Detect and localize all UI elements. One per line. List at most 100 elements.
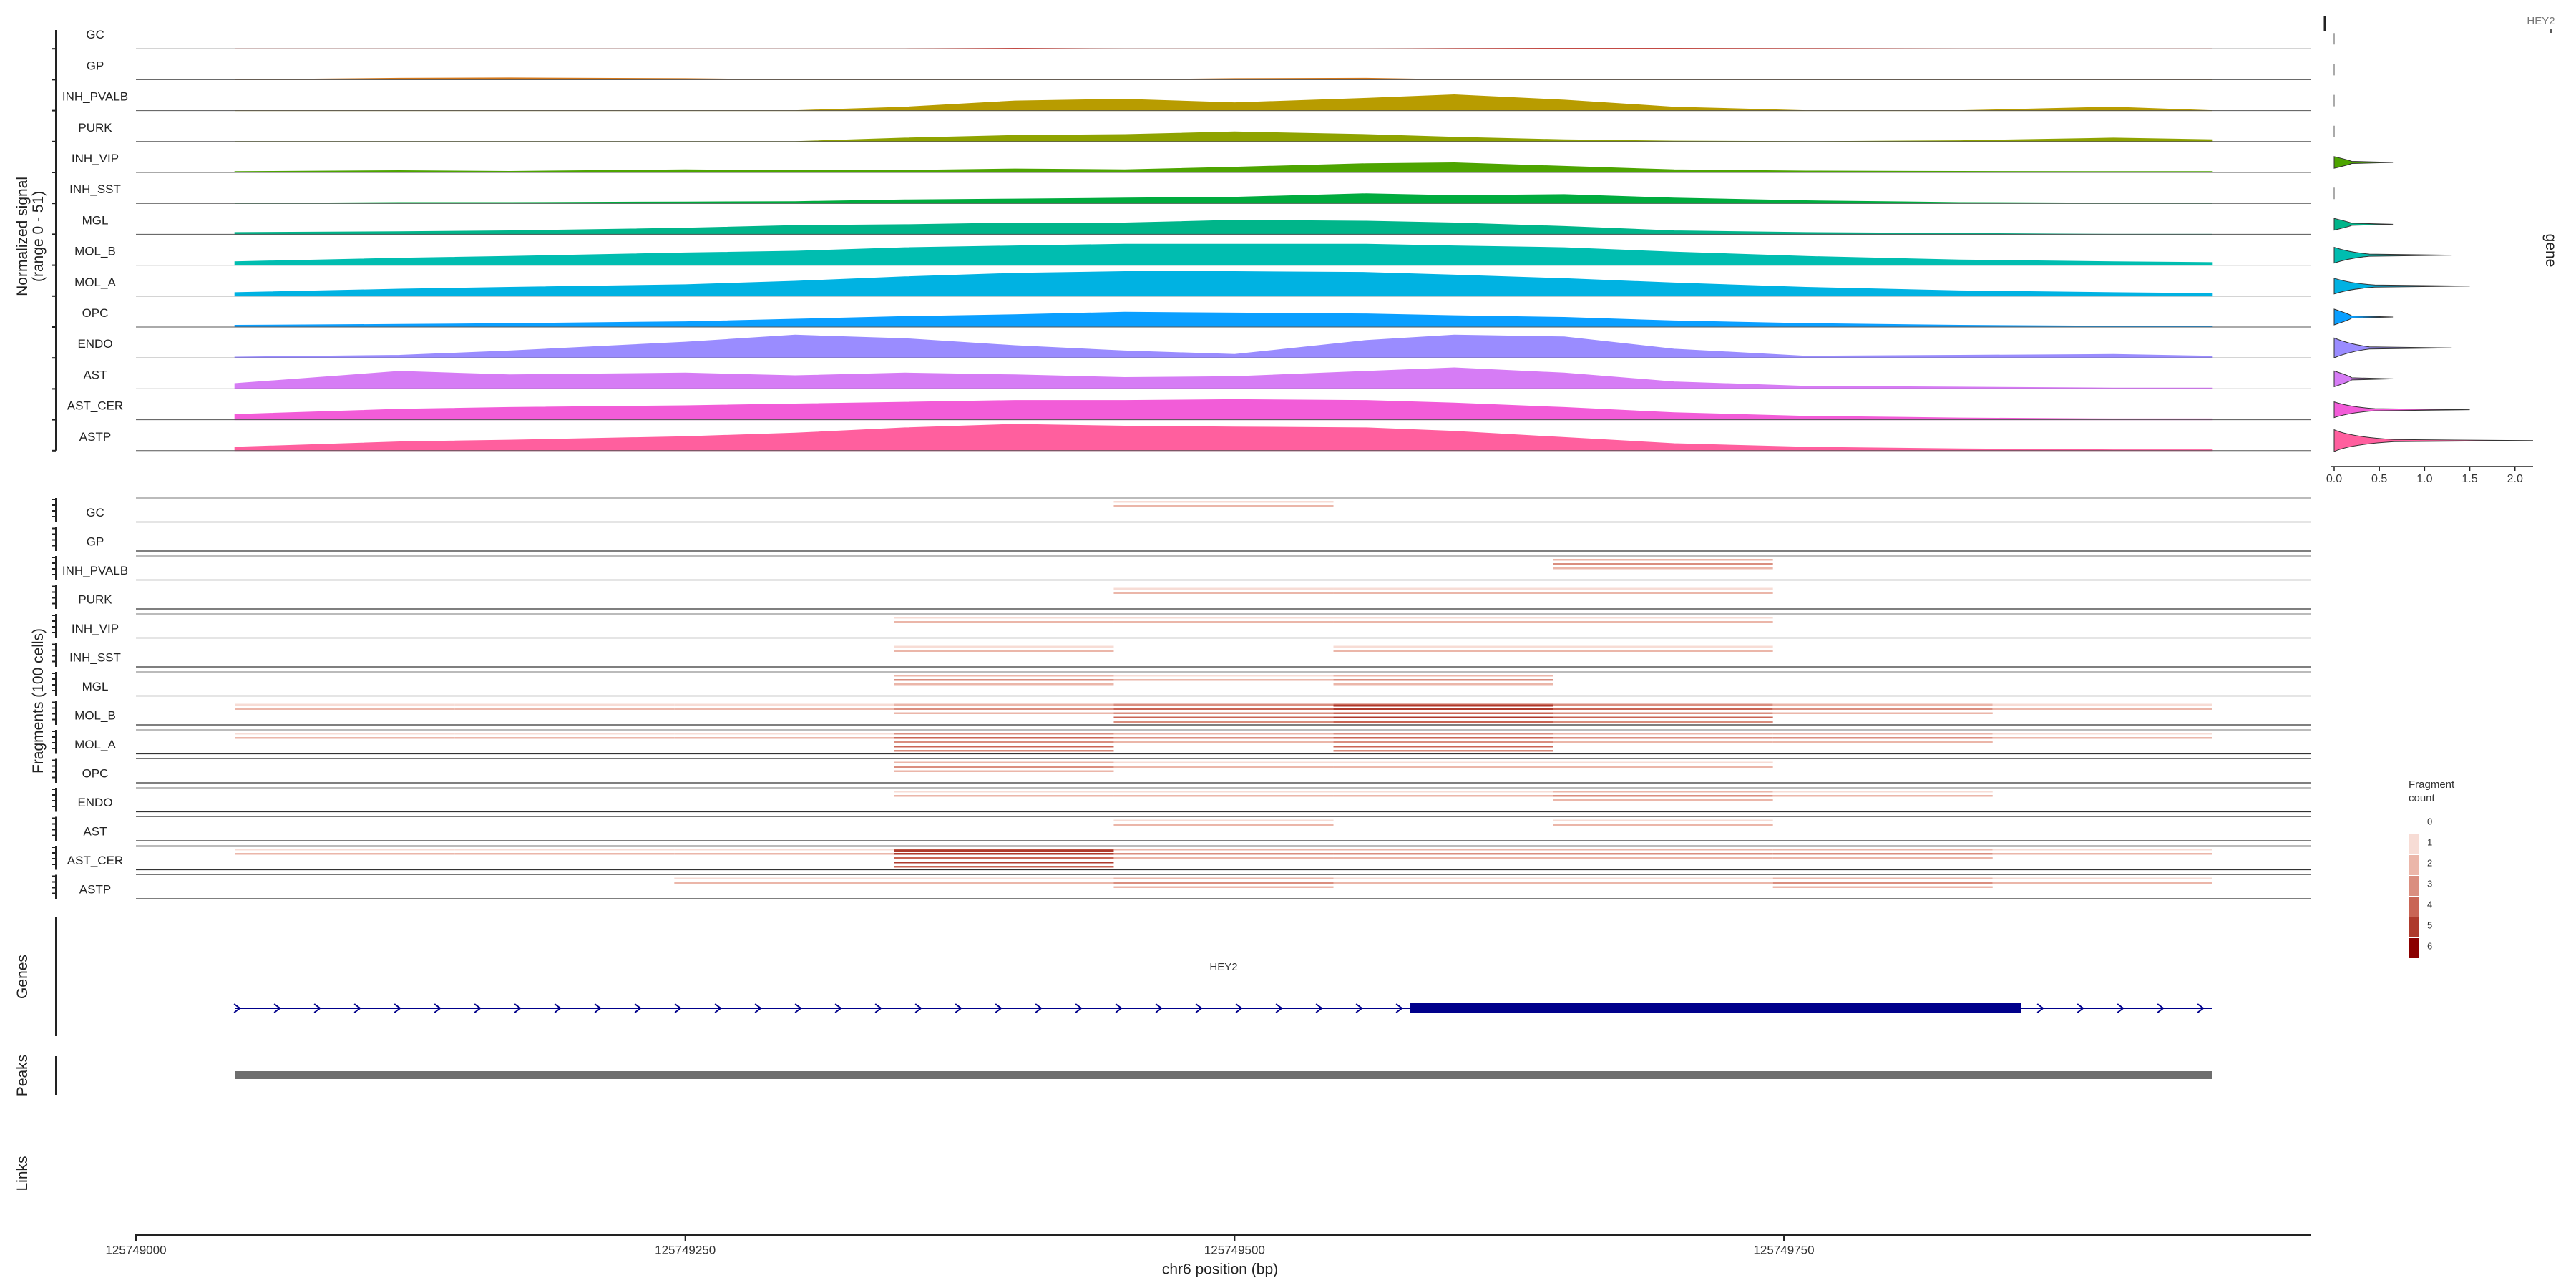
strand-arrow bbox=[474, 1003, 482, 1013]
x-tick-label: 125749000 bbox=[105, 1243, 166, 1257]
legend-label: 6 bbox=[2427, 940, 2432, 951]
track-label: GP bbox=[87, 535, 104, 549]
strand-arrow bbox=[914, 1003, 922, 1013]
coverage-area bbox=[234, 311, 2213, 328]
fragment-cell bbox=[1113, 819, 1334, 821]
fragment-cell bbox=[1113, 679, 1334, 681]
strand-arrow bbox=[2077, 1003, 2084, 1013]
fragment-cell bbox=[1553, 559, 1773, 561]
coverage-track: ENDO bbox=[77, 334, 2311, 358]
fragment-cell bbox=[894, 683, 1114, 686]
fragment-cell bbox=[1333, 733, 1553, 735]
strand-arrow bbox=[353, 1003, 361, 1013]
fragment-track: AST_CER bbox=[52, 845, 2311, 871]
fragment-cell bbox=[1113, 621, 1334, 623]
fragment-cell bbox=[894, 645, 1114, 648]
track-title: Peaks bbox=[14, 1055, 31, 1096]
fragment-cell bbox=[1553, 761, 1773, 763]
fragment-cell bbox=[1772, 791, 1993, 793]
expression-x-tick-label: 0.0 bbox=[2326, 473, 2342, 485]
fragment-cell bbox=[894, 650, 1114, 652]
y-axis-title: Fragments (100 cells) bbox=[30, 628, 47, 774]
coverage-track: GP bbox=[87, 59, 2311, 80]
fragment-cell bbox=[1113, 721, 1334, 723]
fragment-cell bbox=[235, 733, 455, 735]
fragment-cell bbox=[894, 679, 1114, 681]
legend-label: 0 bbox=[2427, 816, 2432, 826]
track-label: GC bbox=[86, 506, 104, 519]
track-label: MOL_B bbox=[74, 709, 116, 723]
coverage-area bbox=[234, 271, 2213, 297]
fragment-cell bbox=[1333, 617, 1553, 619]
track-label: PURK bbox=[78, 593, 112, 607]
strand-arrow bbox=[594, 1003, 602, 1013]
strand-arrow bbox=[714, 1003, 722, 1013]
legend-label: 4 bbox=[2427, 899, 2432, 909]
fragment-cell bbox=[674, 703, 894, 706]
strand-arrow bbox=[1035, 1003, 1043, 1013]
y-axis-subtitle: (range 0 - 51) bbox=[30, 191, 47, 282]
fragment-cell bbox=[894, 766, 1114, 768]
strand-arrow bbox=[955, 1003, 962, 1013]
fragment-cell bbox=[1333, 705, 1553, 707]
legend-swatch bbox=[2409, 834, 2419, 854]
track-title: Genes bbox=[14, 955, 31, 999]
fragment-cell bbox=[1113, 761, 1334, 763]
strand-arrow bbox=[2036, 1003, 2044, 1013]
strand-arrow bbox=[1315, 1003, 1323, 1013]
gene-track: Genes HEY2 bbox=[14, 917, 2212, 1036]
fragment-cell bbox=[1772, 733, 1993, 735]
track-label: MOL_A bbox=[74, 275, 116, 289]
fragment-cell bbox=[1113, 675, 1334, 677]
fragment-cell bbox=[1772, 741, 1993, 743]
fragment-cell bbox=[1113, 857, 1334, 859]
fragment-track: GP bbox=[52, 527, 2311, 552]
expression-x-tick-label: 2.0 bbox=[2507, 473, 2523, 485]
fragment-cell bbox=[1772, 737, 1993, 739]
violin-shape bbox=[2333, 308, 2394, 326]
fragment-cell bbox=[1992, 708, 2212, 710]
fragment-cell bbox=[1553, 645, 1773, 648]
fragment-cell bbox=[674, 708, 894, 710]
strand-arrow bbox=[2117, 1003, 2124, 1013]
fragment-cell bbox=[1333, 746, 1553, 748]
fragment-cell bbox=[1333, 621, 1553, 623]
fragment-cell bbox=[1333, 737, 1553, 739]
track-label: ENDO bbox=[77, 796, 112, 809]
expression-violin bbox=[2333, 308, 2394, 326]
fragment-cell bbox=[1772, 712, 1993, 714]
track-label: MGL bbox=[82, 680, 109, 693]
track-label: GP bbox=[87, 59, 104, 72]
track-label: INH_VIP bbox=[72, 622, 119, 635]
fragment-cell bbox=[1553, 819, 1773, 821]
fragment-cell bbox=[1553, 737, 1773, 739]
coverage-area bbox=[234, 162, 2213, 173]
fragment-cell bbox=[674, 882, 894, 884]
peak-region bbox=[235, 1071, 2212, 1079]
fragment-cell bbox=[1333, 877, 1553, 879]
strand-arrow bbox=[394, 1003, 401, 1013]
track-label: ASTP bbox=[79, 883, 111, 897]
fragment-cell bbox=[1333, 761, 1553, 763]
fragment-cell bbox=[1333, 882, 1553, 884]
fragment-cell bbox=[1333, 645, 1553, 648]
expression-violin bbox=[2333, 218, 2394, 231]
fragment-cell bbox=[235, 737, 455, 739]
fragment-cell bbox=[1553, 587, 1773, 590]
coverage-track: OPC bbox=[82, 306, 2311, 328]
fragment-cell bbox=[1772, 708, 1993, 710]
x-tick-label: 125749500 bbox=[1204, 1243, 1265, 1257]
fragment-cell bbox=[894, 746, 1114, 748]
coverage-area bbox=[235, 193, 2212, 204]
fragment-cell bbox=[1333, 795, 1553, 797]
fragment-cell bbox=[894, 741, 1114, 743]
strand-arrow bbox=[2197, 1003, 2205, 1013]
fragment-cell bbox=[894, 862, 1114, 864]
fragment-cell bbox=[1553, 703, 1773, 706]
strand-arrow bbox=[273, 1003, 281, 1013]
strand-arrow bbox=[434, 1003, 441, 1013]
violin-shape bbox=[2333, 337, 2452, 358]
expression-violin bbox=[2333, 401, 2470, 419]
fragment-cell bbox=[1333, 766, 1553, 768]
fragment-cell bbox=[894, 617, 1114, 619]
